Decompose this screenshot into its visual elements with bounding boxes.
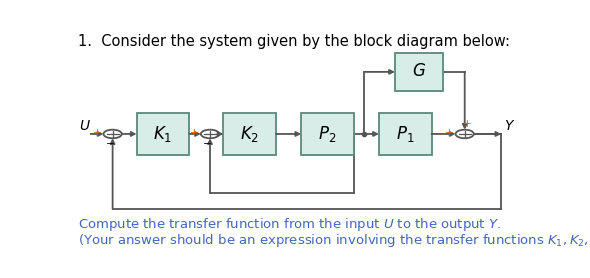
Text: $P_1$: $P_1$	[396, 124, 414, 144]
Text: −: −	[106, 139, 114, 149]
Text: +: +	[93, 128, 101, 138]
Text: $G$: $G$	[412, 63, 426, 80]
Text: 1.  Consider the system given by the block diagram below:: 1. Consider the system given by the bloc…	[78, 34, 510, 49]
Text: +: +	[190, 128, 199, 138]
Text: +: +	[445, 128, 453, 138]
Bar	[224, 113, 276, 155]
Text: $K_2$: $K_2$	[240, 124, 260, 144]
Bar	[379, 113, 431, 155]
Text: +: +	[463, 119, 472, 129]
Text: $U$: $U$	[79, 119, 91, 133]
Bar	[395, 53, 443, 91]
Text: $Y$: $Y$	[504, 119, 515, 133]
Text: −: −	[203, 139, 212, 149]
Bar	[301, 113, 354, 155]
Text: $K_1$: $K_1$	[153, 124, 172, 144]
Text: (Your answer should be an expression involving the transfer functions $K_1, K_2,: (Your answer should be an expression inv…	[78, 232, 590, 249]
Text: $P_2$: $P_2$	[319, 124, 337, 144]
Text: Compute the transfer function from the input $U$ to the output $Y$.: Compute the transfer function from the i…	[78, 216, 502, 234]
Bar	[137, 113, 189, 155]
